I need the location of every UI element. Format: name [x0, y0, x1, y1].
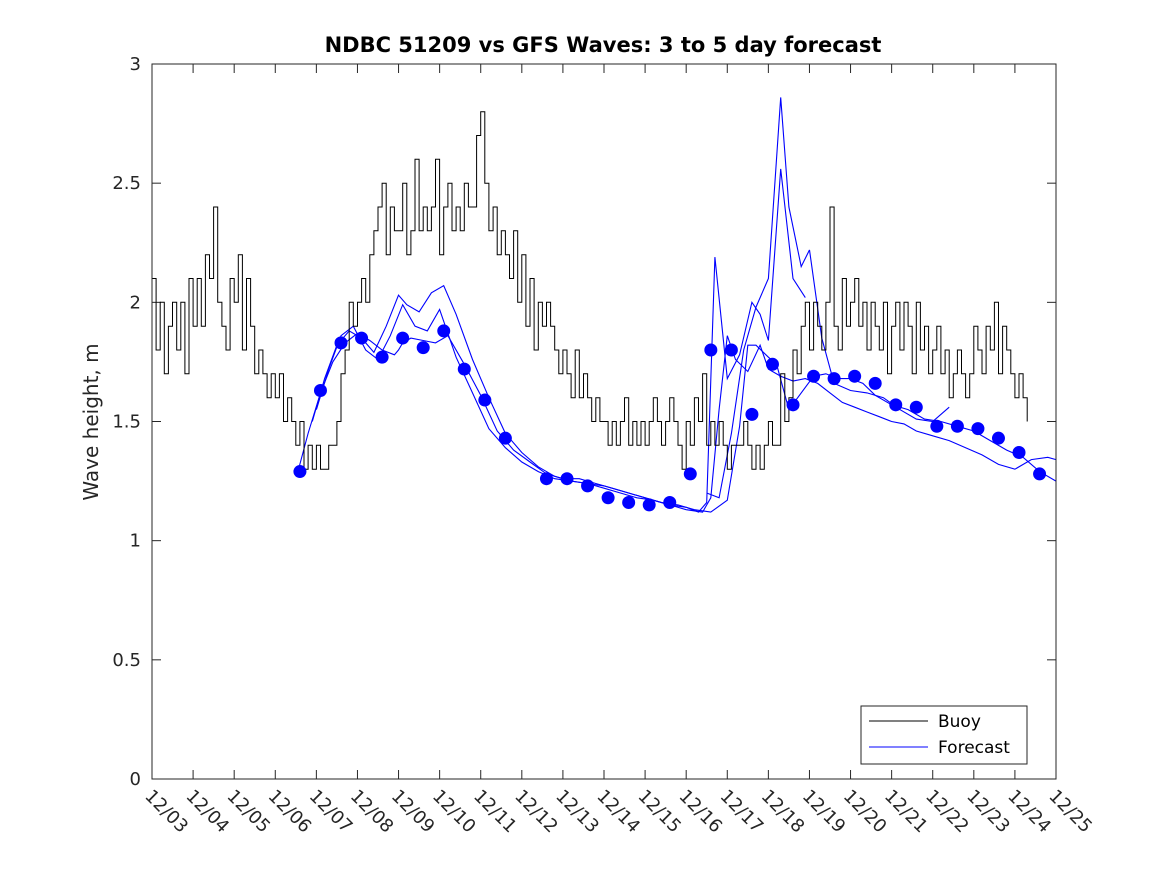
x-tick-label: 12/07: [305, 786, 357, 838]
forecast-point: [663, 496, 677, 510]
forecast-point: [334, 336, 348, 350]
x-tick-label: 12/05: [223, 786, 275, 838]
forecast-point: [991, 431, 1005, 445]
series-layer: [152, 97, 1057, 513]
x-tick-label: 12/22: [921, 786, 973, 838]
tick-layer: [151, 63, 1057, 780]
x-tick-label: 12/15: [634, 786, 686, 838]
x-tick-label: 12/11: [469, 786, 521, 838]
y-tick-label: 1: [130, 531, 141, 552]
forecast-point: [581, 479, 595, 493]
forecast-point: [889, 398, 903, 412]
forecast-point: [478, 393, 492, 407]
forecast-point: [498, 431, 512, 445]
x-tick-label: 12/06: [264, 786, 316, 838]
forecast-line: [311, 284, 1057, 513]
forecast-point: [786, 398, 800, 412]
forecast-point: [642, 498, 656, 512]
forecast-point: [950, 419, 964, 433]
forecast-point: [909, 400, 923, 414]
forecast-point: [355, 331, 369, 345]
forecast-point: [683, 467, 697, 481]
forecast-point: [560, 472, 574, 486]
x-tick-label: 12/13: [551, 786, 603, 838]
x-tick-label: 12/16: [675, 786, 727, 838]
x-tick-label: 12/12: [510, 786, 562, 838]
y-tick-label: 2: [130, 292, 141, 313]
forecast-line: [808, 249, 950, 423]
legend-label-buoy: Buoy: [938, 712, 981, 732]
forecast-point: [313, 384, 327, 398]
x-tick-label: 12/17: [716, 786, 768, 838]
forecast-point: [868, 376, 882, 390]
legend-label-forecast: Forecast: [938, 738, 1010, 758]
forecast-point: [745, 407, 759, 421]
x-tick-label: 12/18: [757, 786, 809, 838]
forecast-point: [601, 491, 615, 505]
forecast-point: [1012, 445, 1026, 459]
y-tick-label: 0.5: [112, 650, 141, 671]
forecast-line: [706, 97, 810, 499]
forecast-point: [539, 472, 553, 486]
x-tick-label: 12/03: [140, 786, 192, 838]
forecast-point: [765, 357, 779, 371]
legend: Buoy Forecast: [860, 705, 1028, 765]
x-tick-label: 12/24: [1003, 786, 1055, 838]
forecast-point: [971, 422, 985, 436]
forecast-point: [293, 465, 307, 479]
x-tick-label: 12/10: [428, 786, 480, 838]
forecast-point: [437, 324, 451, 338]
forecast-point: [1033, 467, 1047, 481]
forecast-point: [396, 331, 410, 345]
y-tick-label: 2.5: [112, 173, 141, 194]
forecast-point: [930, 419, 944, 433]
x-tick-label: 12/25: [1044, 786, 1096, 838]
y-tick-label: 0: [130, 769, 141, 790]
forecast-point: [724, 343, 738, 357]
y-tick-label: 1.5: [112, 412, 141, 433]
legend-box: [860, 705, 1028, 765]
forecast-point: [848, 369, 862, 383]
x-tick-label: 12/08: [346, 786, 398, 838]
y-axis-label: Wave height, m: [79, 343, 103, 500]
forecast-point: [457, 362, 471, 376]
x-tick-label: 12/19: [798, 786, 850, 838]
forecast-point: [807, 369, 821, 383]
axes-frame: [151, 63, 1057, 780]
buoy-line: [152, 111, 1028, 470]
x-tick-label: 12/23: [962, 786, 1014, 838]
x-tick-label: 12/04: [182, 786, 234, 838]
x-tick-label: 12/20: [839, 786, 891, 838]
x-tick-label: 12/09: [387, 786, 439, 838]
forecast-point: [827, 372, 841, 386]
chart-title: NDBC 51209 vs GFS Waves: 3 to 5 day fore…: [325, 33, 882, 57]
forecast-point: [704, 343, 718, 357]
forecast-point: [375, 350, 389, 364]
x-tick-label: 12/21: [880, 786, 932, 838]
frame-layer: [151, 63, 1057, 780]
y-tick-label: 3: [130, 54, 141, 75]
x-tick-label: 12/14: [592, 786, 644, 838]
forecast-point: [622, 496, 636, 510]
forecast-point: [416, 341, 430, 355]
